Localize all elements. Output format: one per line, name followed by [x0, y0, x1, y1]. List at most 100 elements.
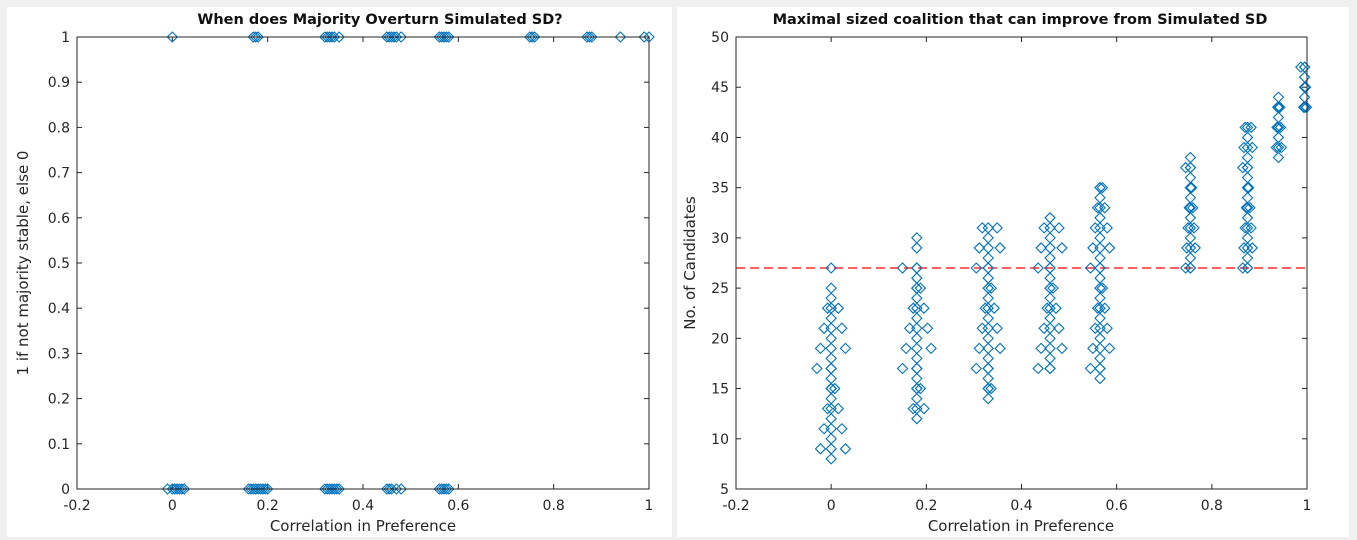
- data-point: [1053, 322, 1065, 335]
- y-tick-label: 10: [711, 432, 729, 448]
- x-tick-label: 0.6: [447, 498, 469, 514]
- data-point: [1053, 222, 1065, 234]
- data-point: [1188, 222, 1200, 234]
- data-point: [825, 332, 837, 345]
- data-point: [328, 31, 341, 43]
- data-point: [1241, 171, 1254, 184]
- data-point: [1238, 141, 1250, 154]
- data-point: [1089, 222, 1102, 234]
- data-point: [1044, 292, 1056, 304]
- data-point: [1179, 161, 1192, 174]
- data-point: [1184, 262, 1197, 274]
- data-point: [1032, 262, 1044, 274]
- data-point: [991, 322, 1003, 335]
- data-point: [1094, 252, 1106, 264]
- data-point: [1044, 332, 1056, 345]
- data-point: [1184, 252, 1197, 264]
- data-point: [1298, 101, 1311, 114]
- data-point: [825, 372, 837, 385]
- data-point: [583, 31, 596, 43]
- data-point: [1089, 322, 1102, 335]
- data-point: [524, 31, 536, 43]
- data-point: [1241, 181, 1254, 194]
- data-point: [979, 302, 991, 314]
- data-point: [1241, 131, 1254, 144]
- data-point: [1241, 262, 1254, 274]
- data-point: [1241, 212, 1254, 224]
- y-tick-label: 30: [711, 231, 729, 247]
- data-point: [1274, 101, 1286, 114]
- data-point: [1047, 282, 1059, 294]
- data-point: [825, 342, 837, 355]
- right-points: [811, 61, 1313, 465]
- data-point: [914, 282, 927, 294]
- data-point: [982, 332, 994, 345]
- data-point: [1094, 191, 1106, 204]
- data-point: [911, 272, 923, 284]
- data-point: [1298, 61, 1311, 73]
- data-point: [1271, 121, 1283, 134]
- data-point: [1044, 312, 1056, 325]
- y-tick-label: 5: [720, 482, 729, 498]
- data-point: [440, 31, 453, 43]
- x-tick-label: 1: [1303, 498, 1312, 514]
- data-point: [1241, 252, 1254, 264]
- data-point: [1044, 232, 1056, 244]
- data-point: [1189, 242, 1201, 254]
- data-point: [1032, 362, 1044, 375]
- left-points: [161, 31, 655, 495]
- y-tick-label: 25: [711, 281, 729, 297]
- data-point: [1103, 342, 1116, 355]
- data-point: [1098, 201, 1111, 214]
- data-point: [900, 342, 912, 355]
- data-point: [1094, 232, 1106, 244]
- data-point: [323, 31, 336, 43]
- data-point: [1238, 242, 1250, 254]
- data-point: [1270, 141, 1283, 154]
- data-point: [911, 342, 923, 355]
- data-point: [1187, 201, 1199, 214]
- data-point: [825, 453, 837, 465]
- data-point: [825, 262, 837, 274]
- data-point: [982, 362, 994, 375]
- data-point: [825, 352, 837, 365]
- data-point: [911, 312, 923, 325]
- data-point: [1179, 262, 1192, 274]
- data-point: [1241, 232, 1254, 244]
- data-point: [1094, 181, 1106, 194]
- data-point: [333, 31, 345, 43]
- data-point: [1084, 362, 1097, 375]
- data-point: [825, 392, 837, 405]
- data-point: [991, 222, 1003, 234]
- data-point: [1185, 181, 1198, 194]
- y-tick-label: 0: [61, 482, 70, 498]
- data-point: [911, 412, 923, 425]
- data-point: [825, 432, 837, 445]
- data-point: [911, 332, 923, 345]
- data-point: [825, 443, 837, 455]
- data-point: [166, 31, 179, 43]
- data-point: [1298, 91, 1311, 104]
- data-point: [1272, 121, 1285, 134]
- data-point: [1184, 181, 1197, 194]
- data-point: [1246, 141, 1259, 154]
- data-point: [911, 362, 923, 375]
- data-point: [1041, 302, 1053, 314]
- y-tick-label: 20: [711, 331, 729, 347]
- x-tick-label: 0.8: [1201, 498, 1223, 514]
- data-point: [973, 342, 986, 355]
- data-point: [1241, 191, 1254, 204]
- data-point: [259, 483, 272, 495]
- data-point: [836, 322, 848, 335]
- data-point: [1096, 181, 1109, 194]
- data-point: [1096, 282, 1109, 294]
- data-point: [825, 362, 837, 375]
- data-point: [907, 402, 920, 415]
- x-tick-label: 0: [827, 498, 836, 514]
- y-tick-label: 0.2: [48, 392, 70, 408]
- y-tick-label: 0.4: [48, 301, 70, 317]
- data-point: [1236, 161, 1249, 174]
- data-point: [385, 483, 398, 495]
